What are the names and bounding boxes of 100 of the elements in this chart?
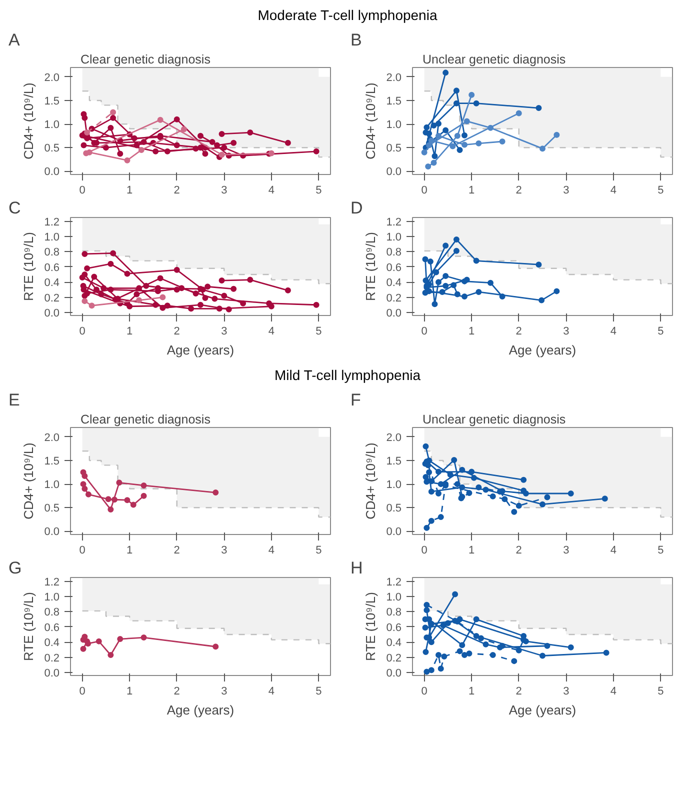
text: B xyxy=(350,30,362,50)
x-tick-label: 2 xyxy=(516,184,522,196)
x-tick-label: 5 xyxy=(658,686,664,698)
x-tick-label: 2 xyxy=(174,544,180,556)
y-tick-label: 1.0 xyxy=(44,231,60,244)
text: Mild T-cell lymphopenia xyxy=(274,366,421,385)
x-tick-label: 4 xyxy=(268,544,274,556)
x-tick-label: 3 xyxy=(221,326,228,338)
y-tick-label: 0.5 xyxy=(386,142,402,155)
y-tick-label: 0.4 xyxy=(44,637,60,650)
x-tick-label: 1 xyxy=(468,184,475,196)
y-tick-label: 1.0 xyxy=(386,231,402,244)
x-tick-label: 3 xyxy=(563,686,570,698)
x-tick-label: 3 xyxy=(563,184,570,196)
text: D xyxy=(350,198,363,218)
y-axis-title: CD4+ (10⁹/L) xyxy=(363,442,378,520)
y-tick-label: 0.6 xyxy=(44,622,60,634)
x-tick-label: 4 xyxy=(268,184,274,196)
y-tick-label: 1.5 xyxy=(386,95,402,108)
x-tick-label: 1 xyxy=(468,326,475,338)
x-tick-label: 0 xyxy=(79,184,86,196)
y-axis-title: RTE (10⁹/L) xyxy=(363,232,378,301)
x-tick-label: 4 xyxy=(610,686,616,698)
y-tick-label: 0.2 xyxy=(44,292,60,304)
x-tick-label: 5 xyxy=(316,326,322,338)
x-axis-title: Age (years) xyxy=(166,702,234,718)
text: H xyxy=(350,558,363,578)
x-tick-label: 4 xyxy=(610,544,616,556)
y-tick-label: 0.6 xyxy=(386,262,402,274)
x-tick-label: 5 xyxy=(658,326,664,338)
x-tick-label: 1 xyxy=(468,686,475,698)
x-tick-label: 0 xyxy=(421,686,428,698)
x-tick-label: 1 xyxy=(126,544,133,556)
y-tick-label: 1.5 xyxy=(386,455,402,468)
y-tick-label: 0.0 xyxy=(386,526,402,538)
x-tick-label: 4 xyxy=(610,326,616,338)
y-tick-label: 0.4 xyxy=(386,637,402,650)
text: G xyxy=(8,558,22,578)
x-tick-label: 1 xyxy=(126,184,133,196)
x-tick-label: 5 xyxy=(316,544,322,556)
x-tick-label: 0 xyxy=(79,544,86,556)
y-tick-label: 1.0 xyxy=(44,119,60,132)
y-tick-label: 1.0 xyxy=(386,479,402,492)
x-tick-label: 3 xyxy=(221,686,228,698)
y-axis-title: CD4+ (10⁹/L) xyxy=(363,82,378,160)
y-tick-label: 0.2 xyxy=(386,292,402,304)
x-tick-label: 2 xyxy=(174,686,180,698)
y-tick-label: 1.0 xyxy=(44,591,60,604)
x-tick-label: 4 xyxy=(268,686,274,698)
y-tick-label: 1.0 xyxy=(44,479,60,492)
y-tick-label: 0.8 xyxy=(386,606,402,619)
y-tick-label: 1.5 xyxy=(44,95,60,108)
y-tick-label: 0.0 xyxy=(44,166,60,178)
x-tick-label: 5 xyxy=(316,686,322,698)
x-tick-label: 1 xyxy=(126,686,133,698)
y-tick-label: 2.0 xyxy=(44,432,60,444)
x-tick-label: 1 xyxy=(126,326,133,338)
chart-title: Clear genetic diagnosis xyxy=(80,412,210,426)
x-axis-title: Age (years) xyxy=(508,342,576,358)
y-tick-label: 0.0 xyxy=(386,307,402,320)
x-tick-label: 0 xyxy=(421,544,428,556)
y-tick-label: 0.8 xyxy=(386,246,402,259)
y-tick-label: 1.2 xyxy=(44,576,60,588)
x-tick-label: 4 xyxy=(610,184,616,196)
x-tick-label: 2 xyxy=(516,544,522,556)
text: Moderate T-cell lymphopenia xyxy=(258,6,438,25)
y-tick-label: 1.2 xyxy=(386,216,402,228)
x-tick-label: 0 xyxy=(421,184,428,196)
y-tick-label: 0.2 xyxy=(44,652,60,664)
x-axis-title: Age (years) xyxy=(508,702,576,718)
chart-title: Clear genetic diagnosis xyxy=(80,52,210,66)
x-tick-label: 5 xyxy=(658,184,664,196)
y-tick-label: 0.5 xyxy=(386,502,402,515)
x-tick-label: 5 xyxy=(658,544,664,556)
y-tick-label: 1.5 xyxy=(44,455,60,468)
x-tick-label: 1 xyxy=(468,544,475,556)
y-tick-label: 0.4 xyxy=(44,277,60,290)
y-tick-label: 0.0 xyxy=(386,667,402,680)
x-tick-label: 0 xyxy=(79,326,86,338)
y-axis-title: RTE (10⁹/L) xyxy=(21,592,36,661)
x-tick-label: 3 xyxy=(221,184,228,196)
y-tick-label: 0.4 xyxy=(386,277,402,290)
y-tick-label: 0.0 xyxy=(44,526,60,538)
y-tick-label: 0.5 xyxy=(44,142,60,155)
text: E xyxy=(8,390,20,410)
y-axis-title: CD4+ (10⁹/L) xyxy=(21,442,36,520)
y-tick-label: 2.0 xyxy=(386,72,402,84)
y-tick-label: 1.2 xyxy=(386,576,402,588)
x-tick-label: 4 xyxy=(268,326,274,338)
text: C xyxy=(8,198,21,218)
y-tick-label: 0.0 xyxy=(44,667,60,680)
x-tick-label: 0 xyxy=(421,326,428,338)
text: F xyxy=(350,390,361,410)
y-tick-label: 0.8 xyxy=(44,606,60,619)
y-tick-label: 0.6 xyxy=(386,622,402,634)
y-tick-label: 2.0 xyxy=(44,72,60,84)
y-tick-label: 1.0 xyxy=(386,591,402,604)
x-tick-label: 3 xyxy=(563,326,570,338)
chart-title: Unclear genetic diagnosis xyxy=(422,52,566,66)
x-tick-label: 2 xyxy=(174,184,180,196)
